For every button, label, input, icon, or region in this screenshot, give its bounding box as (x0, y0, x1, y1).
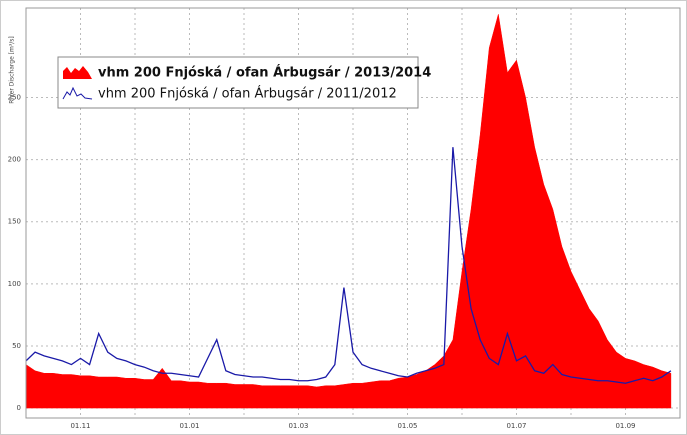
legend-icon (62, 86, 93, 100)
y-tick-label: 200 (8, 156, 21, 164)
x-tick-label: 01.11 (70, 422, 90, 430)
x-tick-label: 01.07 (506, 422, 526, 430)
x-tick-label: 01.03 (288, 422, 308, 430)
y-axis-label: River Discharge [m³/s] (9, 36, 16, 104)
y-tick-label: 100 (8, 280, 21, 288)
legend-icon (63, 66, 92, 79)
x-tick-label: 01.01 (179, 422, 199, 430)
legend-label: vhm 200 Fnjóská / ofan Árbugsár / 2011/2… (98, 86, 397, 102)
x-tick-label: 01.09 (615, 422, 635, 430)
plot-border (25, 7, 681, 419)
y-tick-label: 0 (17, 404, 21, 412)
line (25, 147, 672, 384)
legend-label: vhm 200 Fnjóská / ofan Árbugsár / 2013/2… (98, 65, 431, 81)
legend-box (57, 56, 419, 109)
area (25, 14, 672, 409)
y-tick-label: 150 (8, 218, 21, 226)
legend: vhm 200 Fnjóská / ofan Árbugsár / 2013/2… (57, 56, 431, 109)
x-tick-label: 01.05 (397, 422, 417, 430)
y-tick-label: 50 (12, 342, 21, 350)
marks (25, 14, 672, 409)
y-tick-label: 250 (8, 93, 21, 101)
